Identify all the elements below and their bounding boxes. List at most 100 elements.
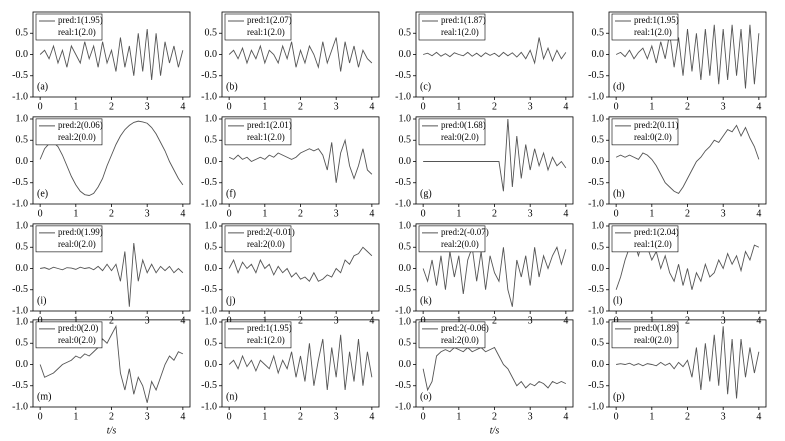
y-tick-label: -0.5 — [201, 177, 217, 188]
y-tick-label: 0.5 — [592, 338, 605, 349]
x-tick-label: 0 — [38, 315, 43, 326]
x-tick-label: 2 — [109, 315, 114, 326]
signal-line — [615, 24, 760, 89]
x-tick-label: 3 — [528, 101, 533, 112]
y-tick-label: 1.0 — [16, 220, 29, 231]
x-tick-label: 0 — [614, 411, 619, 422]
x-tick-label: 0 — [421, 315, 426, 326]
x-tick-label: 3 — [721, 101, 726, 112]
x-tick-label: 3 — [334, 101, 339, 112]
y-tick-label: -0.5 — [588, 70, 604, 81]
x-tick-label: 3 — [528, 315, 533, 326]
y-tick-label: -1.0 — [588, 305, 604, 316]
legend-note: real:1(2.0) — [634, 27, 672, 37]
y-tick-label: -1.0 — [12, 198, 28, 209]
panel-label: (l) — [613, 295, 622, 306]
x-tick-label: 3 — [528, 208, 533, 219]
x-tick-label: 1 — [262, 101, 267, 112]
x-tick-label: 3 — [721, 315, 726, 326]
x-tick-label: 1 — [649, 208, 654, 219]
x-tick-label: 2 — [298, 411, 303, 422]
x-tick-label: 1 — [456, 315, 461, 326]
y-tick-label: -1.0 — [201, 198, 217, 209]
x-tick-label: 2 — [492, 208, 497, 219]
legend-note: real:1(2.0) — [441, 27, 479, 37]
y-tick-label: 0.0 — [16, 359, 29, 370]
signal-line — [423, 37, 567, 65]
y-tick-label: 0.0 — [592, 263, 605, 274]
x-tick-label: 2 — [109, 411, 114, 422]
legend-label: pred:0(2.0) — [58, 323, 98, 333]
y-tick-label: 0.5 — [16, 242, 29, 253]
signal-line — [39, 120, 184, 196]
signal-line — [422, 246, 567, 307]
y-tick-label: -1.0 — [395, 198, 411, 209]
legend-label: pred:0(1.89) — [634, 323, 679, 333]
x-tick-label: 4 — [180, 101, 185, 112]
y-tick-label: 0.0 — [16, 49, 29, 60]
legend-label: pred:2(-0.01) — [247, 227, 295, 237]
y-tick-label: -1.0 — [395, 305, 411, 316]
y-tick-label: 0.0 — [399, 359, 412, 370]
y-tick-label: -0.5 — [588, 284, 604, 295]
x-tick-label: 3 — [145, 101, 150, 112]
signal-line — [40, 242, 184, 307]
legend-box — [224, 118, 292, 146]
x-tick-label: 0 — [38, 208, 43, 219]
x-tick-label: 2 — [685, 315, 690, 326]
panel-label: (b) — [226, 81, 238, 92]
legend-label: pred:2(-0.06) — [441, 323, 489, 333]
x-tick-label: 0 — [227, 208, 232, 219]
y-tick-label: 0.5 — [16, 338, 29, 349]
panel-label: (h) — [613, 188, 625, 199]
x-tick-label: 1 — [456, 101, 461, 112]
signal-line — [39, 324, 184, 403]
x-tick-label: 4 — [369, 315, 374, 326]
legend-note: real:2(0.0) — [247, 239, 285, 249]
y-tick-label: -1.0 — [201, 305, 217, 316]
panel-label: (j) — [226, 295, 235, 306]
legend-box — [611, 321, 679, 349]
legend-note: real:0(2.0) — [58, 239, 96, 249]
legend-box — [418, 225, 486, 253]
y-tick-label: -0.5 — [201, 284, 217, 295]
y-tick-label: -0.5 — [395, 380, 411, 391]
x-tick-label: 2 — [685, 208, 690, 219]
x-tick-label: 2 — [298, 315, 303, 326]
y-tick-label: 0.0 — [16, 263, 29, 274]
x-tick-label: 0 — [38, 411, 43, 422]
legend-label: pred:0(1.68) — [441, 120, 486, 130]
y-tick-label: 1.0 — [205, 113, 218, 124]
legend-label: pred:1(1.87) — [441, 15, 486, 25]
x-tick-label: 2 — [492, 411, 497, 422]
y-tick-label: -1.0 — [12, 305, 28, 316]
x-tick-label: 0 — [227, 315, 232, 326]
legend-box — [35, 321, 103, 349]
y-tick-label: 1.0 — [399, 316, 412, 327]
legend-box — [224, 321, 292, 349]
legend-box — [611, 118, 679, 146]
x-tick-label: 4 — [563, 315, 568, 326]
y-tick-label: 1.0 — [399, 220, 412, 231]
x-tick-label: 3 — [334, 315, 339, 326]
legend-note: real:1(2.0) — [247, 132, 285, 142]
legend-box — [611, 13, 679, 41]
x-tick-label: 1 — [649, 315, 654, 326]
legend-box — [418, 321, 486, 349]
x-tick-label: 0 — [614, 315, 619, 326]
signal-line — [228, 37, 373, 72]
legend-label: pred:1(2.01) — [247, 120, 292, 130]
legend-note: real:1(2.0) — [634, 239, 672, 249]
legend-note: real:0(2.0) — [58, 335, 96, 345]
x-tick-label: 0 — [227, 411, 232, 422]
legend-box — [611, 225, 679, 253]
x-axis-label: t/s — [107, 425, 117, 436]
y-tick-label: 0.5 — [592, 135, 605, 146]
x-tick-label: 3 — [721, 208, 726, 219]
x-tick-label: 2 — [492, 315, 497, 326]
y-tick-label: -1.0 — [12, 401, 28, 412]
y-tick-label: 0.5 — [399, 338, 412, 349]
y-tick-label: -0.5 — [12, 380, 28, 391]
legend-label: pred:1(1.95) — [247, 323, 292, 333]
panel-label: (e) — [37, 188, 48, 199]
